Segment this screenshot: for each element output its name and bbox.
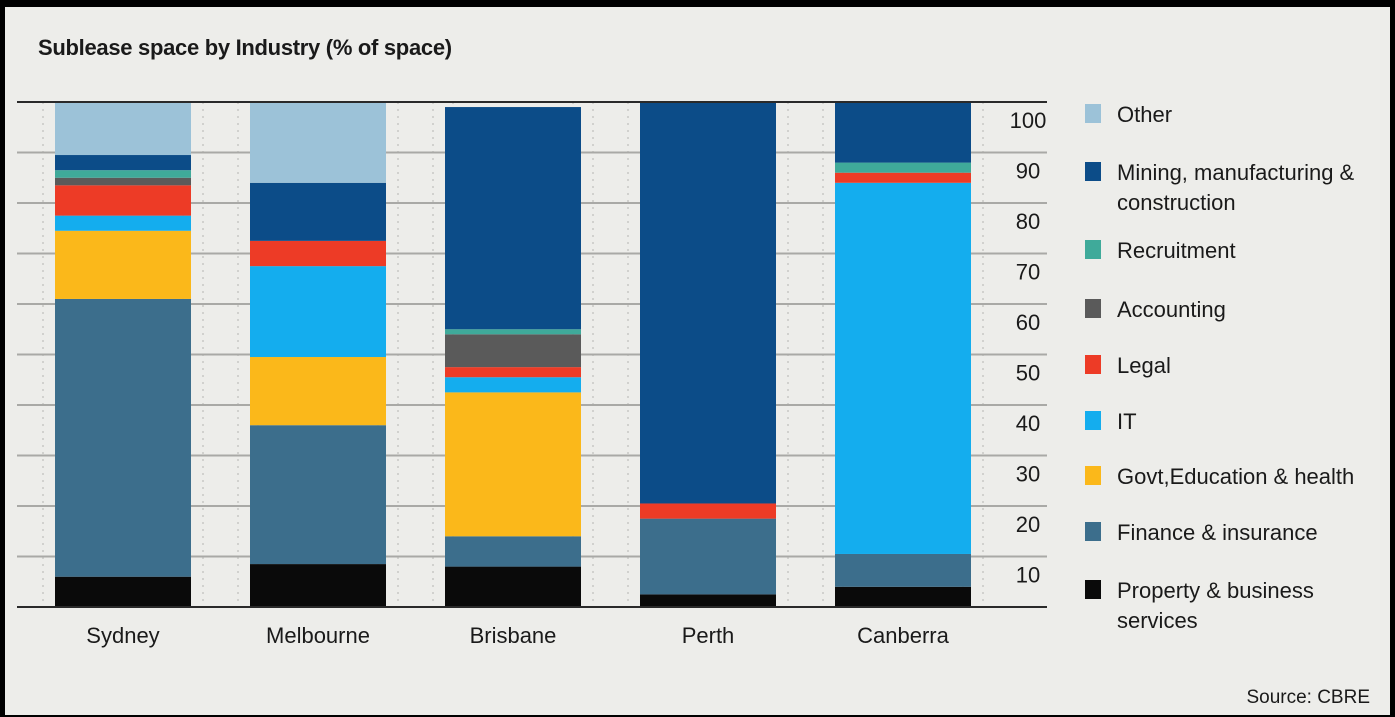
legend-swatch-other [1085,104,1101,123]
legend-label: Govt,Education & health [1117,464,1355,489]
bar-segment-recruitment [55,170,191,178]
bar-segment-mining-manufacturing-construction [835,102,971,163]
bar-segment-legal [835,172,971,183]
legend-label: Legal [1117,353,1171,378]
legend-label: Accounting [1117,297,1226,322]
bar-segment-property-business-services [250,564,386,607]
chart-panel: Sublease space by Industry (% of space) … [5,7,1390,715]
legend-item-property: Property & business services [1085,576,1377,636]
legend-swatch-mining [1085,162,1101,181]
x-category-label: Perth [682,623,735,648]
bar-segment-legal [445,367,581,378]
legend-swatch-property [1085,580,1101,599]
bar-segment-property-business-services [640,594,776,607]
legend-item-recruitment: Recruitment [1085,236,1236,266]
y-tick-label: 100 [1010,108,1047,133]
bar-segment-govt-education-health [55,230,191,299]
bar-segment-other [250,102,386,183]
y-tick-label: 90 [1016,159,1040,184]
legend-label: Other [1117,102,1173,127]
legend-swatch-govt [1085,466,1101,485]
bar-segment-it [55,215,191,231]
bar-segment-finance-insurance [640,518,776,595]
x-category-label: Melbourne [266,623,370,648]
bar-segment-mining-manufacturing-construction [55,155,191,171]
bar-segment-recruitment [445,329,581,335]
legend-label: Recruitment [1117,238,1236,263]
bar-segment-legal [55,185,191,216]
source-note: Source: CBRE [1246,687,1370,708]
y-tick-label: 40 [1016,411,1040,436]
bar-segment-it [445,377,581,393]
legend-swatch-legal [1085,355,1101,374]
legend-item-finance: Finance & insurance [1085,518,1318,548]
bar-segment-accounting [445,334,581,368]
y-tick-label: 80 [1016,209,1040,234]
bar-segment-property-business-services [835,586,971,607]
legend-item-legal: Legal [1085,351,1171,381]
chart-title: Sublease space by Industry (% of space) [38,35,452,60]
legend-swatch-finance [1085,522,1101,541]
bar-segment-legal [250,240,386,267]
legend-item-other: Other [1085,100,1172,130]
legend-label: Property & business services [1117,578,1314,633]
bar-segment-finance-insurance [250,425,386,565]
legend-item-accounting: Accounting [1085,295,1226,325]
bar-segment-legal [640,503,776,519]
y-tick-label: 50 [1016,361,1040,386]
legend-label: Finance & insurance [1117,520,1318,545]
bar-segment-finance-insurance [835,553,971,587]
bar-segment-accounting [55,177,191,186]
bar-segment-mining-manufacturing-construction [640,102,776,504]
x-category-label: Brisbane [470,623,557,648]
bar-segment-recruitment [835,162,971,173]
legend-item-mining: Mining, manufacturing & construction [1085,158,1377,218]
bar-segment-finance-insurance [445,536,581,567]
bar-segment-govt-education-health [445,392,581,537]
x-category-label: Canberra [857,623,949,648]
bar-segment-it [250,266,386,358]
legend-item-govt: Govt,Education & health [1085,462,1354,492]
legend-label: Mining, manufacturing & construction [1117,160,1355,215]
y-tick-label: 70 [1016,260,1040,285]
bar-segment-property-business-services [445,566,581,607]
y-tick-label: 60 [1016,310,1040,335]
bar-segment-it [835,182,971,554]
legend-item-it: IT [1085,407,1137,437]
legend-swatch-accounting [1085,299,1101,318]
bar-segment-other [55,102,191,156]
y-tick-label: 20 [1016,512,1040,537]
x-category-label: Sydney [86,623,159,648]
y-tick-label: 30 [1016,462,1040,487]
bar-segment-property-business-services [55,576,191,607]
y-tick-label: 10 [1016,563,1040,588]
bar-segment-mining-manufacturing-construction [250,182,386,241]
legend-swatch-it [1085,411,1101,430]
legend-swatch-recruitment [1085,240,1101,259]
stacked-bar-chart: 10 20 30 40 50 60 70 80 90 100 Sydney Melbourne Bris… [17,101,1047,648]
bar-segment-govt-education-health [250,357,386,426]
bar-segment-finance-insurance [55,298,191,577]
legend-label: IT [1117,409,1137,434]
bar-segment-mining-manufacturing-construction [445,107,581,330]
